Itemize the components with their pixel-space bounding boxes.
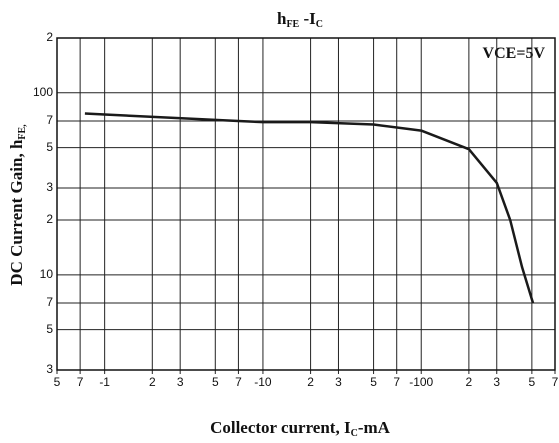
x-tick-label: 5 (212, 375, 219, 389)
x-tick-label: -1 (99, 375, 110, 389)
x-tick-label: 7 (552, 375, 559, 389)
chart-title: hFE -IC (277, 9, 323, 30)
y-label-part: DC Current Gain, h (7, 139, 26, 286)
x-tick-label: -10 (254, 375, 272, 389)
y-tick-label: 7 (46, 113, 53, 127)
y-tick-label: 10 (40, 267, 54, 281)
x-label-part: Collector current, I (210, 418, 351, 437)
x-tick-label: -100 (409, 375, 433, 389)
y-label-sub: FE, (17, 124, 28, 140)
y-tick-label: 5 (46, 322, 53, 336)
x-label-part: -mA (358, 418, 391, 437)
title-sub: FE (286, 19, 299, 30)
x-tick-label: 3 (493, 375, 500, 389)
y-axis-label: DC Current Gain, hFE, (7, 124, 28, 286)
x-tick-label: 5 (529, 375, 536, 389)
x-tick-label: 2 (149, 375, 156, 389)
x-tick-label: 3 (177, 375, 184, 389)
annotation: VCE=5V (483, 45, 546, 62)
y-tick-label: 5 (46, 140, 53, 154)
y-tick-label: 2 (46, 30, 53, 44)
x-tick-label: 7 (77, 375, 84, 389)
x-tick-label: 5 (54, 375, 61, 389)
plot-frame (56, 37, 556, 371)
title-sub: C (316, 19, 323, 30)
x-tick-label: 2 (466, 375, 473, 389)
y-tick-label: 100 (33, 85, 53, 99)
y-tick-label: 2 (46, 212, 53, 226)
x-tick-label: 7 (393, 375, 400, 389)
x-tick-label: 2 (307, 375, 314, 389)
x-tick-label: 3 (335, 375, 342, 389)
data-line (84, 112, 535, 304)
x-tick-label: 7 (235, 375, 242, 389)
title-part: -I (299, 9, 316, 28)
y-tick-label: 3 (46, 362, 53, 376)
x-tick-label: 5 (370, 375, 377, 389)
title-part: h (277, 9, 287, 28)
x-label-sub: C (351, 428, 358, 439)
x-axis-label: Collector current, IC-mA (210, 418, 391, 439)
y-tick-label: 3 (46, 180, 53, 194)
y-tick-label: 7 (46, 295, 53, 309)
